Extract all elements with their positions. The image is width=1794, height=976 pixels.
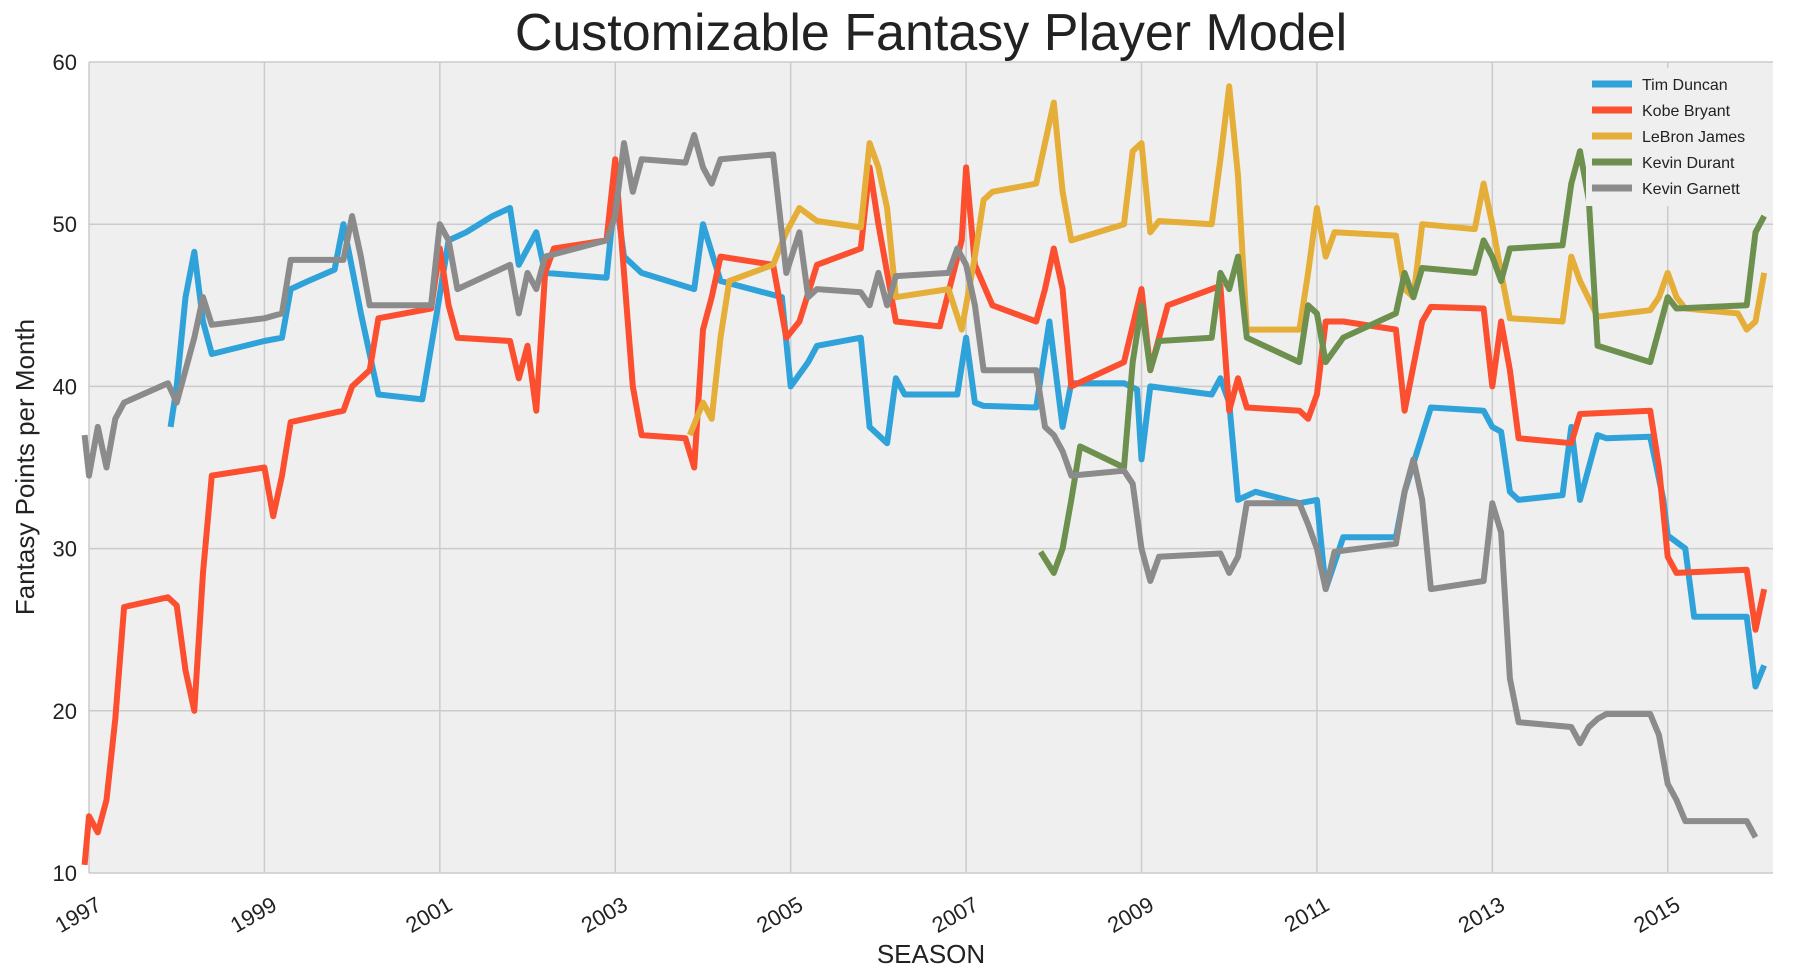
- y-axis-title: Fantasy Points per Month: [10, 319, 40, 615]
- x-tick-label: 2011: [1280, 892, 1333, 937]
- x-tick-label: 2003: [577, 892, 632, 938]
- series-line-kevin-durant: [1038, 148, 1767, 576]
- x-axis-ticks: 1997 1999 2001 2003 2005 2007 2009 2011 2013 2015: [51, 892, 1685, 938]
- x-tick-label: 2001: [401, 892, 456, 938]
- legend-label: LeBron James: [1642, 129, 1745, 146]
- x-tick-label: 2015: [1629, 892, 1684, 938]
- legend-label: Tim Duncan: [1642, 77, 1728, 94]
- y-axis-ticks: 10 20 30 40 50 60: [53, 50, 77, 886]
- legend-label: Kevin Garnett: [1642, 181, 1740, 198]
- x-tick-label: 2009: [1103, 892, 1158, 938]
- x-tick-label: 1999: [226, 892, 281, 938]
- legend: Tim Duncan Kobe Bryant LeBron James Kevin D…: [1586, 68, 1766, 206]
- y-tick-label: 40: [53, 374, 77, 399]
- x-tick-label: 2013: [1454, 892, 1509, 938]
- legend-label: Kevin Durant: [1642, 155, 1735, 172]
- chart-title: Customizable Fantasy Player Model: [515, 4, 1347, 62]
- x-axis-title: SEASON: [877, 939, 985, 969]
- series-line-kevin-garnett: [81, 132, 1759, 839]
- x-tick-label: 2007: [928, 892, 983, 938]
- series-line-tim-duncan: [167, 188, 1767, 690]
- y-tick-label: 30: [53, 537, 77, 562]
- series-line-kobe-bryant: [81, 156, 1768, 866]
- series-layer: [81, 83, 1768, 866]
- legend-label: Kobe Bryant: [1642, 103, 1731, 120]
- x-tick-label: 2005: [752, 892, 807, 938]
- y-tick-label: 60: [53, 50, 77, 75]
- plot-background: [89, 62, 1773, 873]
- series-line-lebron-james: [687, 83, 1768, 437]
- y-tick-label: 10: [53, 861, 77, 886]
- y-tick-label: 20: [53, 699, 77, 724]
- y-tick-label: 50: [53, 212, 77, 237]
- x-tick-label: 1997: [51, 892, 106, 938]
